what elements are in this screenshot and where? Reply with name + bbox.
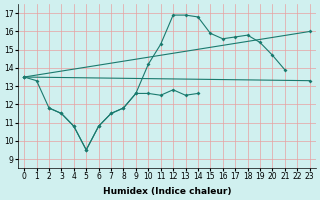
X-axis label: Humidex (Indice chaleur): Humidex (Indice chaleur) <box>103 187 231 196</box>
